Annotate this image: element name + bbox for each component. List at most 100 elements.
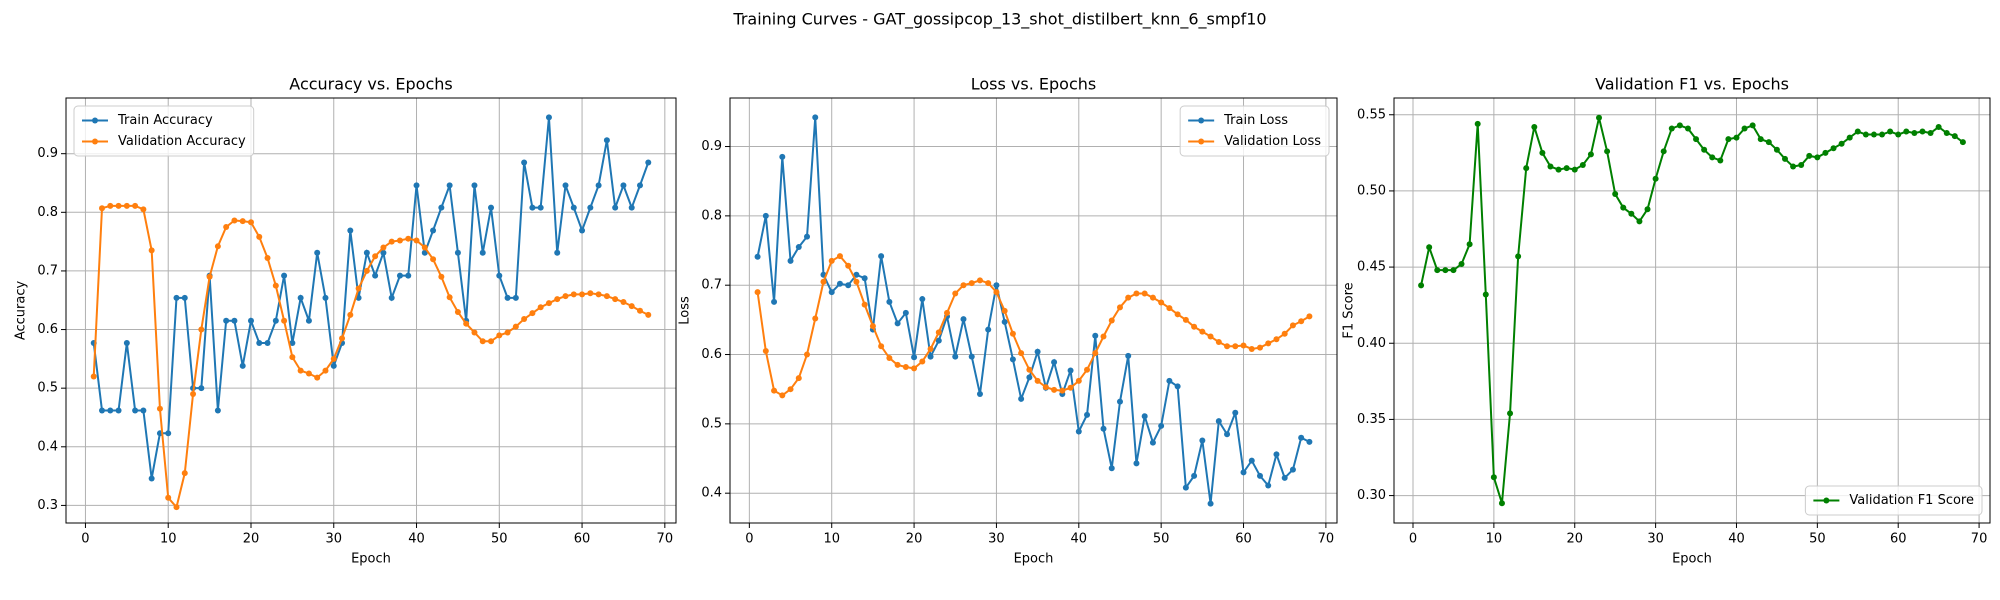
- legend: Validation F1 Score: [1804, 485, 1983, 516]
- data-point: [512, 294, 519, 301]
- data-point: [247, 219, 254, 226]
- x-tick-label: 30: [988, 532, 1005, 547]
- data-point: [363, 267, 370, 274]
- data-point: [165, 494, 172, 501]
- data-point: [911, 365, 918, 372]
- data-point: [795, 375, 802, 382]
- legend: Train Loss Validation Loss: [1179, 105, 1330, 157]
- legend-label: Train Loss: [1223, 113, 1288, 128]
- data-point: [297, 294, 304, 301]
- data-point: [1182, 316, 1189, 323]
- x-tick-label: 60: [574, 532, 591, 547]
- legend-item: Validation Loss: [1188, 134, 1321, 149]
- data-point: [853, 271, 860, 278]
- data-point: [1450, 267, 1457, 274]
- data-point: [314, 249, 321, 256]
- data-point: [1001, 307, 1008, 314]
- data-point: [762, 212, 769, 219]
- legend-label: Validation F1 Score: [1849, 493, 1974, 508]
- x-tick-label: 0: [745, 532, 753, 547]
- data-point: [140, 206, 147, 213]
- data-point: [1108, 317, 1115, 324]
- data-point: [545, 300, 552, 307]
- data-point: [1458, 261, 1465, 268]
- data-point: [595, 291, 602, 298]
- data-point: [636, 307, 643, 314]
- data-point: [405, 235, 412, 242]
- data-point: [1555, 166, 1562, 173]
- data-point: [405, 272, 412, 279]
- data-point: [181, 294, 188, 301]
- legend-marker: [1198, 117, 1205, 124]
- data-point: [620, 182, 627, 189]
- data-point: [165, 430, 172, 437]
- data-point: [1149, 294, 1156, 301]
- subplot: 0 10 20 30 40 50 60 70 0.3 0.4 0.5 0.6 0.7 0.8 0.9 Accu…: [14, 75, 677, 567]
- y-axis-label: Loss: [678, 296, 693, 325]
- data-point: [579, 291, 586, 298]
- data-point: [1919, 128, 1926, 135]
- y-tick-label: 0.55: [1357, 107, 1386, 122]
- data-point: [537, 304, 544, 311]
- data-point: [779, 153, 786, 160]
- data-point: [1652, 175, 1659, 182]
- data-point: [795, 244, 802, 251]
- x-tick-label: 60: [1890, 532, 1907, 547]
- legend-item: Train Loss: [1188, 113, 1288, 128]
- data-point: [1298, 434, 1305, 441]
- data-point: [521, 159, 528, 166]
- data-point: [1814, 154, 1821, 161]
- data-point: [935, 329, 942, 336]
- data-point: [1174, 311, 1181, 318]
- data-point: [1240, 469, 1247, 476]
- data-point: [140, 407, 147, 414]
- data-point: [1765, 139, 1772, 146]
- data-point: [1009, 356, 1016, 363]
- data-point: [1026, 366, 1033, 373]
- data-point: [90, 373, 97, 380]
- legend-marker: [92, 117, 98, 124]
- x-tick-label: 50: [1809, 532, 1826, 547]
- data-point: [762, 348, 769, 355]
- x-tick-label: 0: [1409, 532, 1417, 547]
- data-point: [1051, 359, 1058, 366]
- data-point: [919, 358, 926, 365]
- data-point: [771, 298, 778, 305]
- subplot-title: Loss vs. Epochs: [971, 75, 1096, 94]
- data-point: [363, 249, 370, 256]
- data-point: [1207, 333, 1214, 340]
- data-point: [123, 340, 130, 347]
- data-point: [1075, 377, 1082, 384]
- x-tick-label: 40: [408, 532, 425, 547]
- data-point: [911, 354, 918, 361]
- data-point: [787, 386, 794, 393]
- data-point: [927, 353, 934, 360]
- data-point: [430, 227, 437, 234]
- legend-label: Train Accuracy: [117, 113, 213, 128]
- data-point: [1306, 438, 1313, 445]
- y-tick-label: 0.7: [37, 263, 58, 278]
- data-point: [1515, 253, 1522, 260]
- data-point: [1018, 350, 1025, 357]
- legend-marker: [92, 138, 98, 145]
- data-point: [1725, 136, 1732, 143]
- data-point: [1636, 218, 1643, 225]
- data-point: [902, 364, 909, 371]
- y-tick-label: 0.4: [701, 486, 722, 501]
- data-point: [869, 323, 876, 330]
- data-point: [413, 182, 420, 189]
- data-point: [322, 367, 329, 374]
- data-point: [1612, 190, 1619, 197]
- data-point: [1174, 383, 1181, 390]
- data-point: [1620, 204, 1627, 211]
- data-point: [1067, 367, 1074, 374]
- data-point: [1951, 133, 1958, 140]
- data-point: [1125, 294, 1132, 301]
- data-point: [330, 355, 337, 362]
- data-point: [1498, 500, 1505, 507]
- data-point: [828, 257, 835, 264]
- axes-frame: [65, 97, 677, 524]
- data-point: [115, 202, 122, 209]
- data-point: [944, 309, 951, 316]
